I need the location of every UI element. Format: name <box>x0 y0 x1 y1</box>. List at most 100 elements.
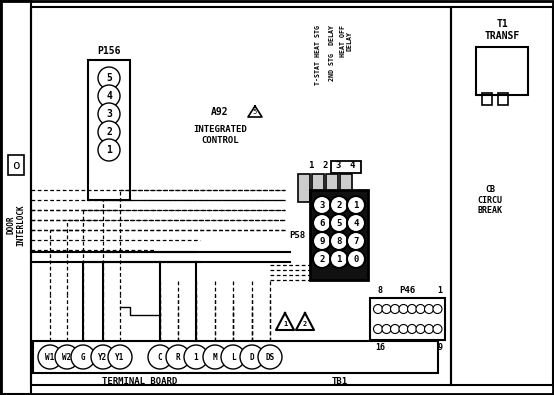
Circle shape <box>347 232 365 250</box>
Circle shape <box>382 305 391 314</box>
Text: R: R <box>176 352 180 361</box>
Text: P46: P46 <box>399 286 416 295</box>
Bar <box>310 190 368 280</box>
Circle shape <box>313 232 331 250</box>
Text: 5: 5 <box>106 73 112 83</box>
Circle shape <box>330 232 348 250</box>
Circle shape <box>416 325 425 333</box>
Text: 3: 3 <box>335 160 341 169</box>
Text: 2: 2 <box>106 127 112 137</box>
Bar <box>451 7 553 385</box>
Circle shape <box>391 305 399 314</box>
Text: o: o <box>12 158 20 171</box>
Text: 5: 5 <box>336 218 342 228</box>
Text: DS: DS <box>265 352 275 361</box>
Circle shape <box>71 345 95 369</box>
Circle shape <box>416 305 425 314</box>
Bar <box>1 1 31 394</box>
Circle shape <box>98 103 120 125</box>
Text: 1: 1 <box>283 321 287 327</box>
Bar <box>340 174 352 202</box>
Circle shape <box>399 305 408 314</box>
Bar <box>8 155 24 175</box>
Text: G: G <box>81 352 85 361</box>
Circle shape <box>98 85 120 107</box>
Text: L: L <box>230 352 235 361</box>
Text: 4: 4 <box>350 160 355 169</box>
Circle shape <box>55 345 79 369</box>
Text: Y2: Y2 <box>99 352 107 361</box>
Circle shape <box>408 305 417 314</box>
Text: 1: 1 <box>438 286 443 295</box>
Bar <box>370 298 445 340</box>
Text: 0: 0 <box>353 254 358 263</box>
Text: P58: P58 <box>289 231 305 239</box>
Bar <box>312 174 324 202</box>
Circle shape <box>373 305 382 314</box>
Circle shape <box>221 345 245 369</box>
Text: 8: 8 <box>377 286 382 295</box>
Text: T-STAT HEAT STG: T-STAT HEAT STG <box>315 25 321 85</box>
Text: 1: 1 <box>336 254 342 263</box>
Text: 2: 2 <box>303 321 307 327</box>
Text: M: M <box>213 352 217 361</box>
Circle shape <box>399 325 408 333</box>
Circle shape <box>240 345 264 369</box>
Text: HEAT OFF
DELAY: HEAT OFF DELAY <box>340 25 352 57</box>
Bar <box>326 174 338 202</box>
Text: 1: 1 <box>194 352 198 361</box>
Circle shape <box>347 214 365 232</box>
Bar <box>33 341 438 373</box>
Text: 1: 1 <box>353 201 358 209</box>
Text: 4: 4 <box>106 91 112 101</box>
Text: 7: 7 <box>353 237 358 246</box>
Bar <box>331 161 361 173</box>
Circle shape <box>98 121 120 143</box>
Text: D: D <box>250 352 254 361</box>
Bar <box>298 174 310 202</box>
Text: W2: W2 <box>63 352 71 361</box>
Circle shape <box>313 250 331 268</box>
Text: 2: 2 <box>322 160 327 169</box>
Text: 2: 2 <box>319 254 325 263</box>
Circle shape <box>258 345 282 369</box>
Text: 6: 6 <box>319 218 325 228</box>
Bar <box>476 47 528 95</box>
Circle shape <box>433 305 442 314</box>
Circle shape <box>148 345 172 369</box>
Circle shape <box>98 139 120 161</box>
Text: 8: 8 <box>336 237 342 246</box>
Text: A92: A92 <box>211 107 229 117</box>
Circle shape <box>313 214 331 232</box>
Text: DOOR
INTERLOCK: DOOR INTERLOCK <box>6 204 25 246</box>
Text: 5: 5 <box>253 109 257 115</box>
Circle shape <box>203 345 227 369</box>
Text: T1
TRANSF: T1 TRANSF <box>484 19 520 41</box>
Circle shape <box>98 67 120 89</box>
Text: 16: 16 <box>375 343 385 352</box>
Circle shape <box>382 325 391 333</box>
Circle shape <box>184 345 208 369</box>
Circle shape <box>330 214 348 232</box>
Circle shape <box>313 196 331 214</box>
Text: TB1: TB1 <box>332 376 348 386</box>
Text: 4: 4 <box>353 218 358 228</box>
Circle shape <box>38 345 62 369</box>
Text: 9: 9 <box>319 237 325 246</box>
Text: 3: 3 <box>319 201 325 209</box>
Circle shape <box>330 196 348 214</box>
Circle shape <box>433 325 442 333</box>
Text: INTEGRATED
CONTROL: INTEGRATED CONTROL <box>193 125 247 145</box>
Text: 1: 1 <box>309 160 314 169</box>
Text: 2ND STG  DELAY: 2ND STG DELAY <box>329 25 335 81</box>
Text: Y1: Y1 <box>115 352 125 361</box>
Circle shape <box>347 196 365 214</box>
Bar <box>482 93 492 105</box>
Circle shape <box>330 250 348 268</box>
Circle shape <box>108 345 132 369</box>
Circle shape <box>424 325 433 333</box>
Text: TERMINAL BOARD: TERMINAL BOARD <box>102 376 178 386</box>
Text: 1: 1 <box>106 145 112 155</box>
Circle shape <box>347 250 365 268</box>
Text: W1: W1 <box>45 352 55 361</box>
